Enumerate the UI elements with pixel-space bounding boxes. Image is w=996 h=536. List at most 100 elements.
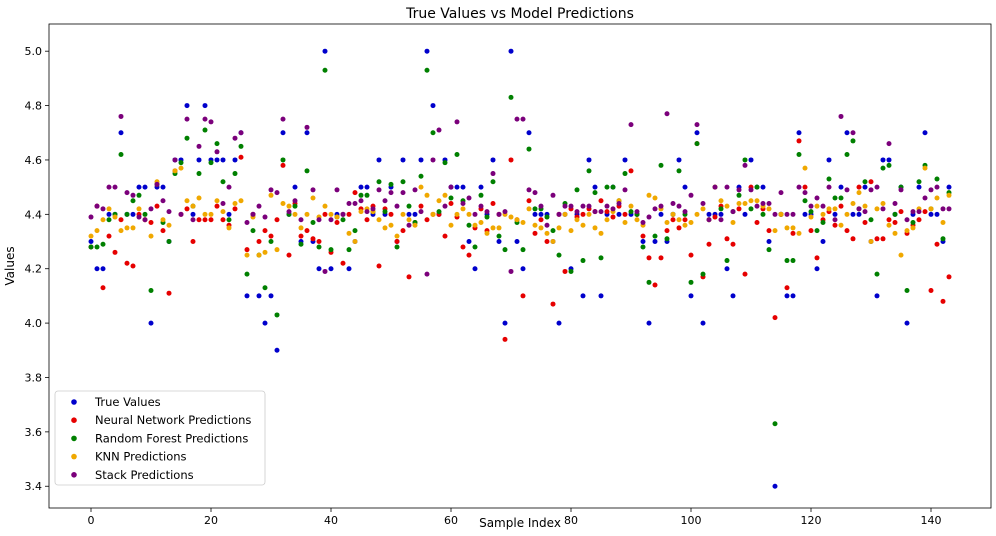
data-point [88,233,94,239]
data-point [304,130,310,136]
data-point [316,244,322,250]
data-point [940,219,946,225]
data-point [640,233,646,239]
data-point [598,198,604,204]
data-point [646,279,652,285]
data-point [790,211,796,217]
data-point [232,200,238,206]
y-tick-label: 4.2 [25,263,43,276]
y-tick-label: 3.6 [25,426,43,439]
data-point [286,209,292,215]
data-point [190,211,196,217]
data-point [202,116,208,122]
data-point [106,184,112,190]
data-point [586,211,592,217]
data-point [574,209,580,215]
data-point [934,195,940,201]
data-point [682,217,688,223]
x-tick-label: 40 [324,514,338,527]
data-point [208,160,214,166]
data-point [850,138,856,144]
data-point [706,211,712,217]
data-point [502,336,508,342]
data-point [898,252,904,258]
y-tick-label: 3.8 [25,371,43,384]
data-point [580,293,586,299]
data-point [688,252,694,258]
data-point [484,209,490,215]
data-point [904,217,910,223]
data-point [142,184,148,190]
data-point [400,211,406,217]
data-point [334,187,340,193]
data-point [94,203,100,209]
data-point [286,203,292,209]
data-point [328,217,334,223]
data-point [100,241,106,247]
data-point [274,217,280,223]
data-point [136,206,142,212]
data-point [742,162,748,168]
data-point [676,157,682,163]
data-point [478,219,484,225]
data-point [340,217,346,223]
data-point [136,214,142,220]
data-point [694,211,700,217]
data-point [424,67,430,73]
data-point [730,209,736,215]
data-point [262,228,268,234]
data-point [706,217,712,223]
data-point [238,143,244,149]
data-point [784,285,790,291]
data-point [220,179,226,185]
data-point [346,211,352,217]
data-point [664,228,670,234]
data-point [874,293,880,299]
data-point [418,209,424,215]
legend-marker [71,453,77,460]
data-point [490,225,496,231]
data-point [628,209,634,215]
data-point [910,219,916,225]
data-point [820,219,826,225]
data-point [376,179,382,185]
data-point [640,219,646,225]
y-axis-label: Values [3,246,17,285]
data-point [220,217,226,223]
data-point [514,239,520,245]
data-point [748,198,754,204]
data-point [346,230,352,236]
data-point [598,230,604,236]
data-point [520,116,526,122]
data-point [310,195,316,201]
data-point [916,217,922,223]
data-point [850,200,856,206]
data-point [742,271,748,277]
data-point [838,113,844,119]
data-point [388,190,394,196]
data-point [214,157,220,163]
data-point [724,236,730,242]
data-point [706,241,712,247]
data-point [928,211,934,217]
data-point [916,209,922,215]
data-point [400,179,406,185]
data-point [880,157,886,163]
data-point [208,211,214,217]
data-point [808,228,814,234]
data-point [820,211,826,217]
data-point [694,122,700,128]
data-point [802,198,808,204]
data-point [310,236,316,242]
data-point [298,217,304,223]
data-point [100,285,106,291]
data-point [454,184,460,190]
data-point [490,171,496,177]
data-point [424,48,430,54]
data-point [502,247,508,253]
data-point [472,266,478,272]
data-point [496,211,502,217]
data-point [790,293,796,299]
data-point [394,203,400,209]
